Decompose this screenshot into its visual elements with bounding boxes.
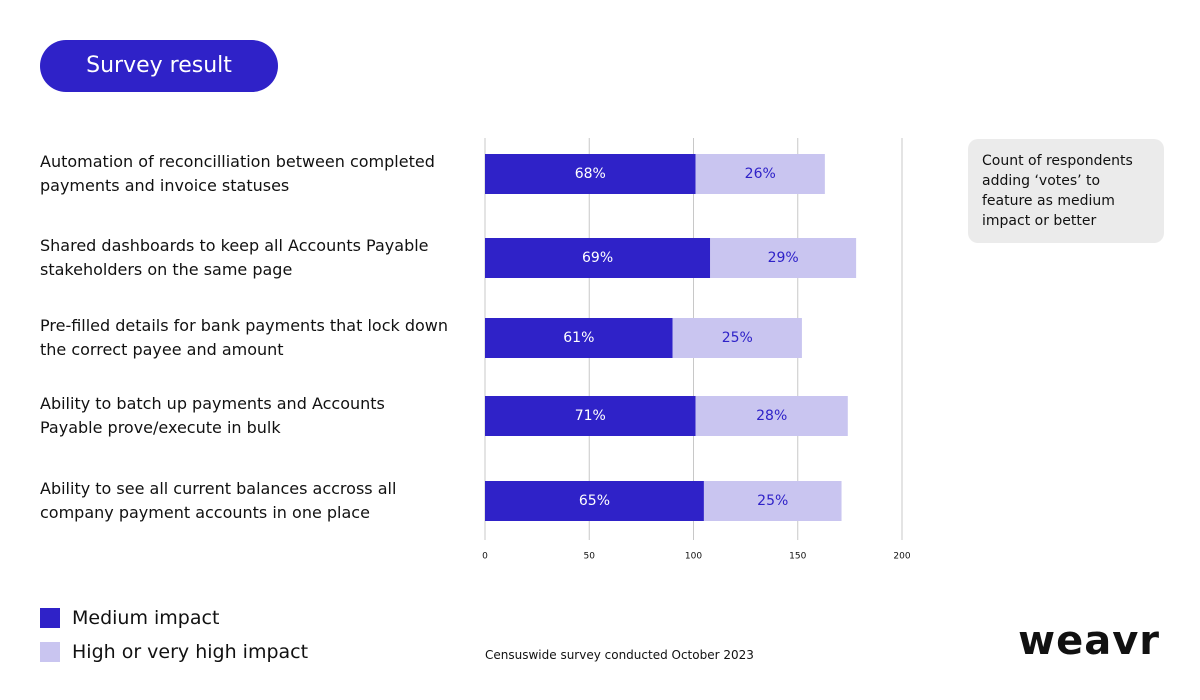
legend-swatch <box>40 642 60 662</box>
legend-label: High or very high impact <box>72 641 309 663</box>
category-label: Ability to see all current balances accr… <box>40 479 397 522</box>
x-tick-label: 0 <box>482 552 488 562</box>
category-label: Shared dashboards to keep all Accounts P… <box>40 236 429 279</box>
data-label: 71% <box>575 408 606 424</box>
data-label: 69% <box>582 250 613 266</box>
category-label: Pre-filled details for bank payments tha… <box>40 316 449 359</box>
legend-label: Medium impact <box>72 607 220 629</box>
data-label: 28% <box>756 408 787 424</box>
bar-segment <box>695 396 848 436</box>
x-tick-label: 100 <box>685 552 702 562</box>
x-tick-label: 50 <box>584 552 596 562</box>
data-label: 25% <box>757 493 788 509</box>
x-tick-label: 150 <box>789 552 806 562</box>
bar-segment <box>672 318 802 358</box>
title-pill: Survey result <box>40 40 278 92</box>
logo: weavr <box>1018 618 1160 664</box>
data-label: 25% <box>722 330 753 346</box>
data-label: 68% <box>575 166 606 182</box>
bar-segment <box>485 238 711 278</box>
data-label: 29% <box>768 250 799 266</box>
bar-segment <box>710 238 857 278</box>
bar-segment <box>485 396 696 436</box>
category-label: Automation of reconcilliation between co… <box>40 152 435 195</box>
bar-segment <box>695 154 825 194</box>
data-label: 65% <box>579 493 610 509</box>
source: Censuswide survey conducted October 2023 <box>485 648 754 662</box>
data-label: 61% <box>563 330 594 346</box>
bar-segment <box>485 318 673 358</box>
bar-segment <box>485 154 696 194</box>
category-label: Ability to batch up payments and Account… <box>40 394 385 437</box>
x-tick-label: 200 <box>893 552 910 562</box>
data-label: 26% <box>745 166 776 182</box>
bar-segment <box>703 481 842 521</box>
note: Count of respondents adding ‘votes’ to f… <box>968 139 1164 243</box>
bar-segment <box>485 481 704 521</box>
legend-swatch <box>40 608 60 628</box>
